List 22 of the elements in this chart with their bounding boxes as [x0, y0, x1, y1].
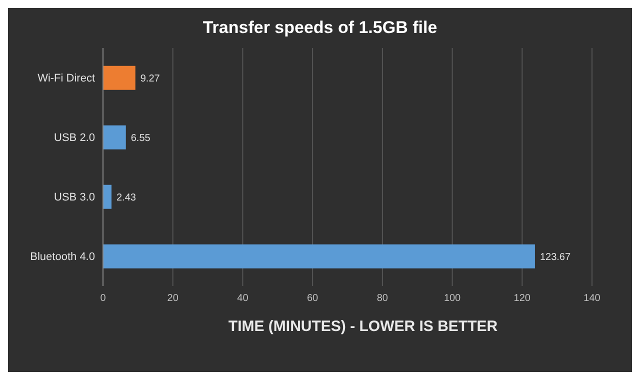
data-label: 6.55: [130, 132, 151, 144]
data-label: 2.43: [116, 192, 136, 204]
x-tick-label: 20: [167, 293, 179, 304]
x-tick-label: 100: [444, 293, 462, 304]
y-tick-label: Bluetooth 4.0: [30, 251, 95, 264]
x-tick-label: 0: [100, 293, 106, 304]
bar: [103, 125, 126, 150]
x-tick-label: 80: [376, 293, 388, 304]
x-tick-label: 140: [584, 293, 601, 304]
chart-title: Transfer speeds of 1.5GB file: [202, 18, 438, 38]
y-tick-label: USB 3.0: [54, 192, 95, 204]
y-tick-label: Wi-Fi Direct: [38, 72, 95, 85]
bar: [103, 244, 535, 268]
bar: [103, 66, 136, 90]
data-label: 123.67: [540, 252, 571, 263]
x-tick-label: 60: [307, 293, 319, 304]
x-tick-label: 40: [237, 293, 249, 304]
bar: [103, 184, 112, 209]
x-tick-label: 120: [514, 293, 531, 304]
y-tick-label: USB 2.0: [54, 132, 95, 144]
data-label: 9.27: [140, 73, 160, 84]
x-axis-title: TIME (MINUTES) - LOWER IS BETTER: [227, 318, 499, 335]
